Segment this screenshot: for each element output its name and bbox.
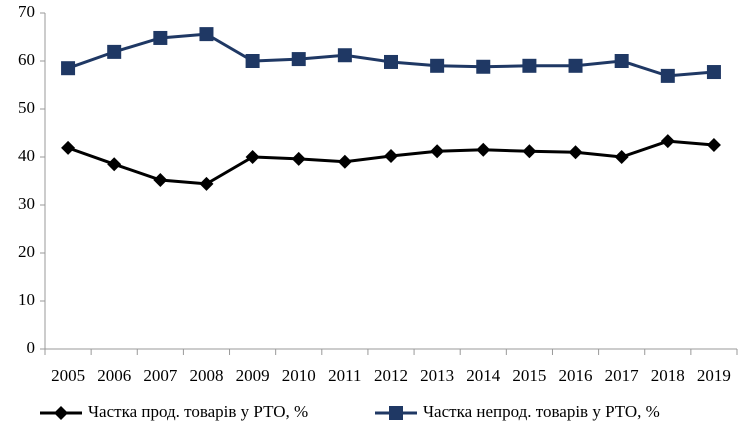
point [107,157,122,172]
x-tick-label: 2013 [420,366,454,385]
point [291,52,306,67]
point [153,173,168,188]
point [430,58,445,73]
x-tick-label: 2010 [282,366,316,385]
x-tick-label: 2014 [466,366,501,385]
point [614,150,629,164]
y-tick-label: 30 [18,194,35,213]
point [522,144,537,159]
point [245,54,260,68]
point [199,27,214,42]
x-tick-label: 2007 [143,366,178,385]
y-tick-label: 60 [18,50,35,69]
point [430,144,445,159]
x-tick-label: 2015 [512,366,546,385]
x-tick-label: 2019 [697,366,731,385]
x-tick-label: 2011 [328,366,361,385]
point [384,149,398,164]
point [476,59,491,74]
point [660,134,675,149]
x-tick-label: 2018 [651,366,685,385]
legend-marker [389,406,403,420]
y-tick-label: 20 [18,242,35,261]
y-tick-label: 50 [18,98,35,117]
y-tick-label: 40 [18,146,35,165]
y-tick-label: 70 [18,2,35,21]
legend-label: Частка прод. товарів у РТО, % [88,402,308,421]
point [476,142,491,157]
legend-label: Частка непрод. товарів у РТО, % [423,402,660,421]
point [245,150,260,164]
point [660,68,675,83]
x-tick-label: 2017 [605,366,640,385]
point [522,58,537,73]
point [153,30,168,45]
point [199,176,214,191]
point [384,54,398,69]
point [337,154,352,169]
point [107,44,122,59]
point [614,54,629,68]
point [291,151,306,166]
x-tick-label: 2006 [97,366,131,385]
x-tick-label: 2009 [236,366,270,385]
x-tick-label: 2016 [559,366,593,385]
point [706,65,721,80]
point [568,58,583,73]
point [706,138,721,152]
legend-marker [54,406,68,420]
point [61,61,76,76]
point [568,145,583,160]
y-tick-label: 10 [18,290,35,309]
point [337,48,352,63]
x-tick-label: 2005 [51,366,85,385]
point [61,140,76,155]
x-tick-label: 2008 [189,366,223,385]
x-tick-label: 2012 [374,366,408,385]
y-tick-label: 0 [27,338,36,357]
